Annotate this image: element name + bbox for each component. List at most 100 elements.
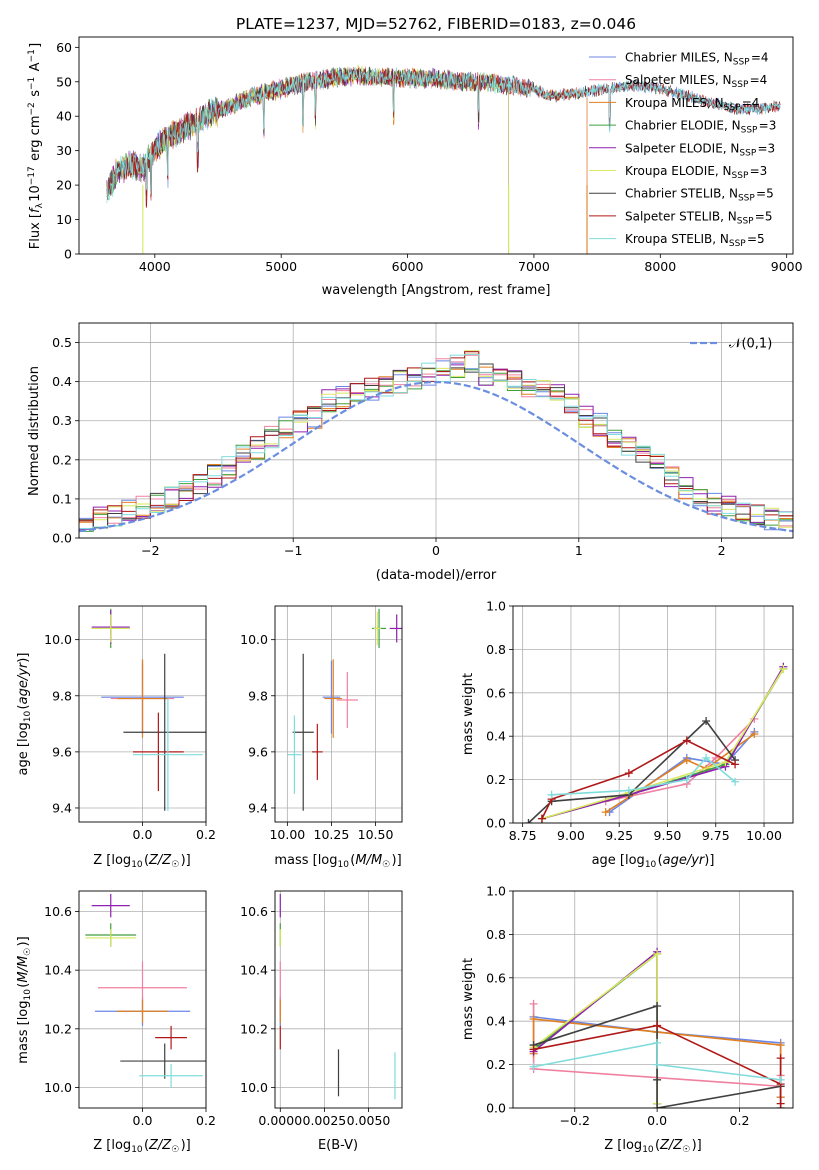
y-tick-label: 30 bbox=[56, 143, 72, 158]
data-point bbox=[682, 775, 691, 784]
spectrum-line bbox=[106, 66, 588, 254]
plot-area bbox=[106, 64, 781, 254]
panel-residuals: −2 −1 0 1 2 0.0 0.1 0.2 0.3 0.4 0.5 bbox=[52, 322, 794, 558]
y-tick-label: 9.6 bbox=[248, 744, 268, 759]
data-point bbox=[529, 1015, 538, 1024]
y-tick-label: 9.8 bbox=[248, 688, 268, 703]
panel-mass-age: 10.00 10.25 10.50 9.4 9.6 9.8 10.0 bbox=[240, 605, 403, 842]
series-line bbox=[605, 733, 755, 813]
x-axis-label: wavelength [Angstrom, rest frame] bbox=[322, 283, 551, 298]
data-point bbox=[601, 808, 610, 817]
histogram-step bbox=[79, 363, 793, 529]
x-tick-label: 5000 bbox=[265, 259, 297, 274]
histogram-step bbox=[79, 368, 793, 538]
x-tick-label: 0.2 bbox=[196, 827, 216, 842]
series-line bbox=[533, 1041, 781, 1081]
y-tick-label: 50 bbox=[56, 74, 72, 89]
x-tick-label: 10.25 bbox=[314, 827, 350, 842]
y-tick-label: 0.4 bbox=[486, 1014, 506, 1029]
x-axis-label: E(B-V) bbox=[318, 1138, 358, 1153]
data-point bbox=[779, 664, 788, 673]
legend: Chabrier MILES, NSSP =4 Salpeter MILES, N… bbox=[589, 51, 776, 249]
data-point bbox=[702, 717, 711, 726]
data-point bbox=[624, 786, 633, 795]
y-tick-label: 60 bbox=[56, 40, 72, 55]
y-tick-label: 10.0 bbox=[44, 632, 72, 647]
data-point bbox=[653, 1002, 662, 1011]
panel-age-weight: 8.75 9.00 9.25 9.50 9.75 10.00 0.0 0.2 0.4 0.6 0.8… bbox=[486, 599, 794, 843]
x-axis-label: age [log10 (age/yr)] bbox=[592, 853, 715, 870]
y-tick-label: 0.0 bbox=[486, 816, 506, 831]
y-tick-label: 0.5 bbox=[52, 335, 72, 350]
y-tick-label: 0.2 bbox=[52, 452, 72, 467]
axes-frame bbox=[512, 605, 794, 824]
x-tick-label: 0.2 bbox=[196, 1113, 216, 1128]
y-tick-label: 20 bbox=[56, 178, 72, 193]
x-tick-label: 7000 bbox=[518, 259, 550, 274]
x-tick-label: −1 bbox=[284, 543, 302, 558]
y-tick-label: 0.2 bbox=[486, 772, 506, 787]
x-tick-label: 0.2 bbox=[730, 1113, 750, 1128]
y-axis-label: mass [log10 (M/M☉ )] bbox=[16, 936, 33, 1063]
y-tick-label: 10 bbox=[56, 212, 72, 227]
x-tick-label: 0.0 bbox=[647, 1113, 667, 1128]
series-line bbox=[541, 668, 785, 820]
x-tick-label: 6000 bbox=[392, 259, 424, 274]
legend-label: Chabrier ELODIE, NSSP =3 bbox=[625, 119, 776, 136]
legend-label: Kroupa ELODIE, NSSP =3 bbox=[625, 164, 767, 181]
x-axis-label: Z [log10 (Z/Z☉ )] bbox=[604, 1138, 702, 1155]
y-tick-label: 10.6 bbox=[240, 904, 268, 919]
x-tick-label: 9000 bbox=[771, 259, 803, 274]
spectrum-line bbox=[106, 66, 781, 204]
y-tick-label: 0.6 bbox=[486, 685, 506, 700]
legend-label: Kroupa STELIB, NSSP =5 bbox=[625, 232, 765, 249]
data-point bbox=[731, 777, 740, 786]
x-tick-label: 8000 bbox=[644, 259, 676, 274]
plot-area bbox=[85, 893, 206, 1088]
legend-label: Chabrier STELIB, NSSP =5 bbox=[625, 187, 774, 204]
plot-area bbox=[279, 893, 396, 1100]
x-tick-label: 0.0000 bbox=[258, 1113, 302, 1128]
y-tick-label: 0.0 bbox=[52, 531, 72, 546]
plot-area bbox=[79, 350, 793, 538]
panel-z-weight: −0.2 0.0 0.2 0.0 0.2 0.4 0.6 0.8 1.0 bbox=[486, 884, 794, 1128]
y-tick-label: 1.0 bbox=[486, 599, 506, 614]
y-tick-label: 0.0 bbox=[486, 1101, 506, 1116]
legend-label: Salpeter STELIB, NSSP =5 bbox=[625, 209, 773, 226]
x-tick-label: 9.75 bbox=[702, 828, 730, 843]
grid bbox=[79, 323, 793, 539]
data-point bbox=[776, 1075, 785, 1084]
y-tick-label: 0.2 bbox=[486, 1057, 506, 1072]
data-point bbox=[653, 949, 662, 958]
x-axis-label: Z [log10 (Z/Z☉ )] bbox=[93, 853, 191, 870]
data-point bbox=[529, 1062, 538, 1071]
data-point bbox=[537, 814, 546, 823]
y-axis-label: mass weight bbox=[461, 673, 476, 755]
y-tick-label: 10.6 bbox=[44, 904, 72, 919]
x-tick-label: 10.50 bbox=[358, 827, 394, 842]
y-tick-label: 9.4 bbox=[248, 800, 268, 815]
y-tick-label: 0.8 bbox=[486, 927, 506, 942]
x-axis-label: (data-model)/error bbox=[376, 568, 497, 583]
y-axis-label: Flux [fλ 10−17 erg cm−2 s−1 A−1 ] bbox=[27, 43, 45, 249]
axes-frame bbox=[78, 605, 207, 823]
plot-area bbox=[287, 608, 402, 811]
x-axis-label: mass [log10 (M/M☉ )] bbox=[274, 853, 401, 870]
y-tick-label: 0.8 bbox=[486, 642, 506, 657]
data-point bbox=[529, 1045, 538, 1054]
y-tick-label: 10.2 bbox=[44, 1021, 72, 1036]
axes-frame bbox=[512, 890, 794, 1109]
y-tick-label: 10.0 bbox=[44, 1080, 72, 1095]
x-tick-label: 1 bbox=[575, 543, 583, 558]
x-tick-label: 0 bbox=[432, 543, 440, 558]
axes-frame bbox=[78, 322, 794, 539]
series-line bbox=[533, 950, 658, 1104]
panel-z-mass: 0.0 0.2 10.0 10.2 10.4 10.6 bbox=[44, 890, 216, 1128]
y-tick-label: 10.4 bbox=[44, 963, 72, 978]
panel-ebv-mass: 0.0000 0.0025 0.0050 10.0 10.2 10.4 10.6 bbox=[240, 890, 403, 1128]
plot-area bbox=[529, 947, 785, 1108]
axes-frame bbox=[274, 890, 403, 1109]
axes-frame bbox=[274, 605, 403, 823]
y-axis-label: age [log10 (age/yr)] bbox=[16, 653, 33, 776]
y-tick-label: 0.3 bbox=[52, 413, 72, 428]
